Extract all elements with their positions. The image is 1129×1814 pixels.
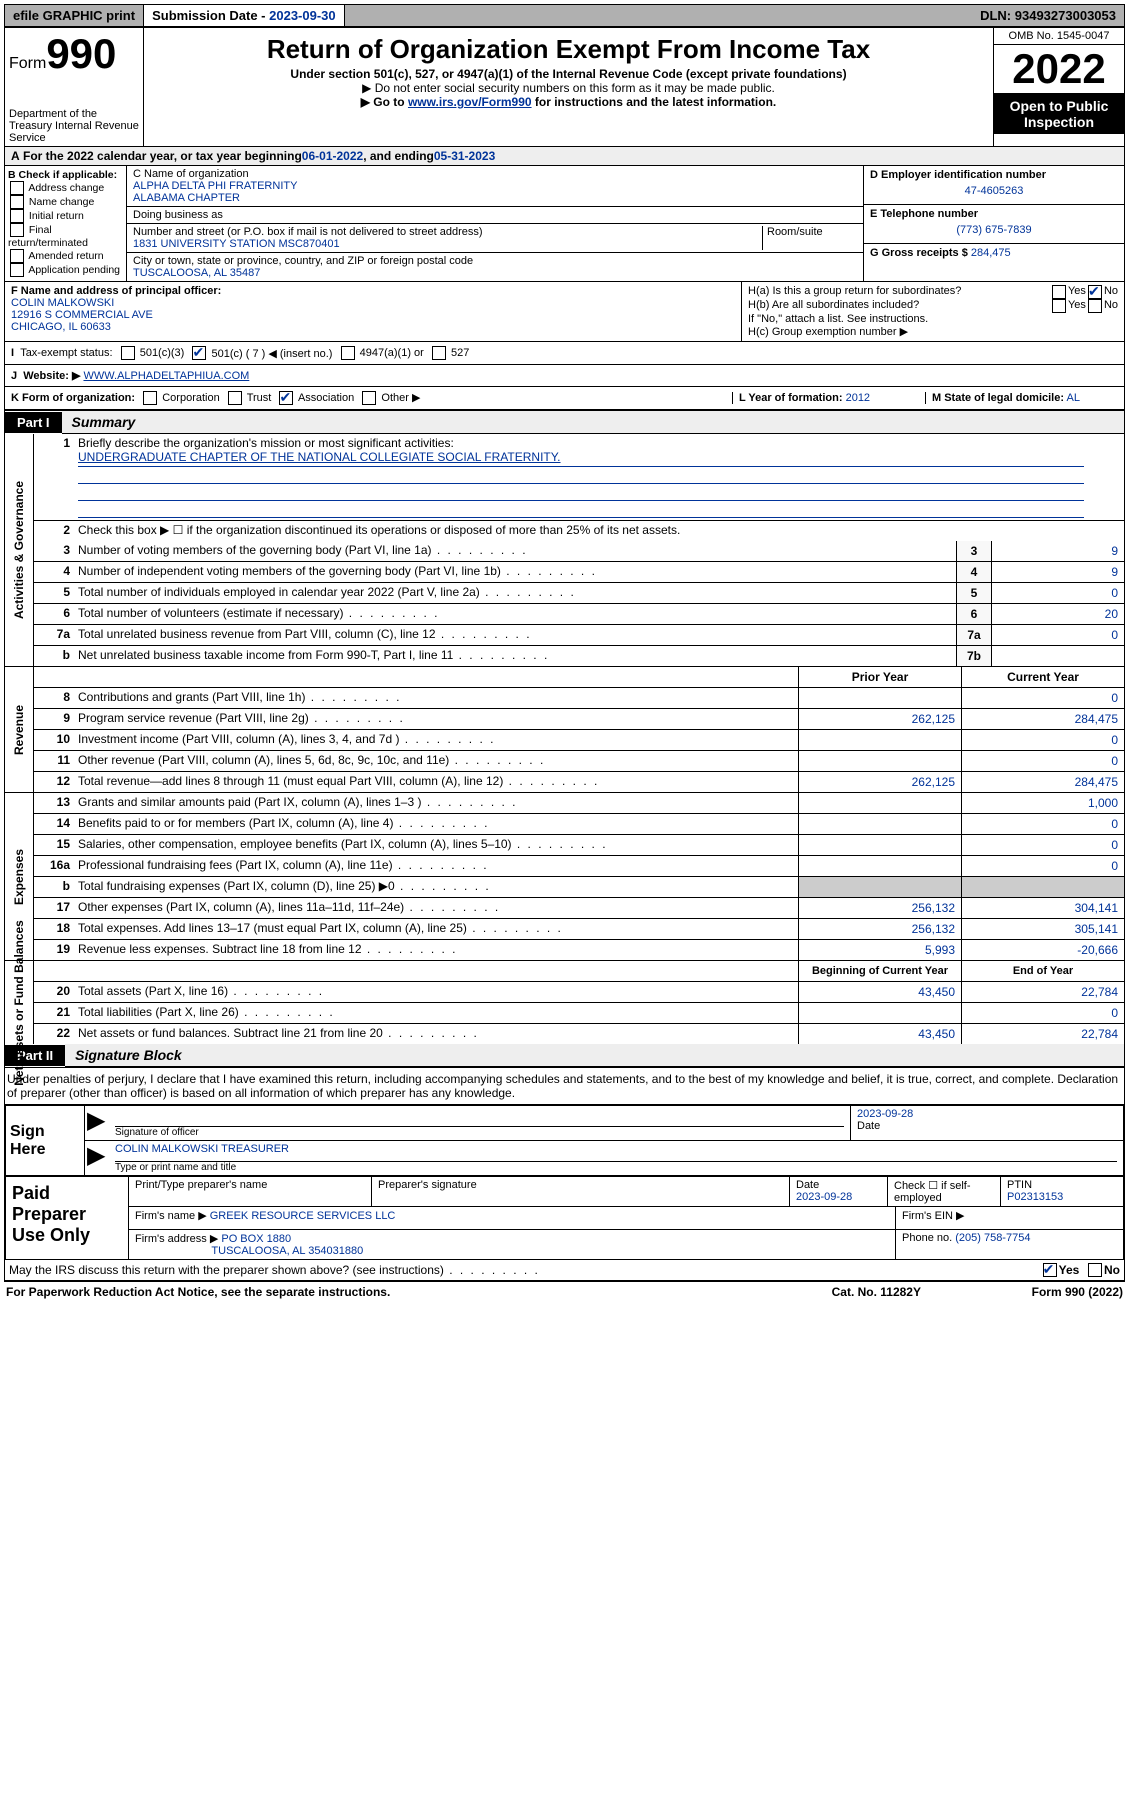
declaration-text: Under penalties of perjury, I declare th… <box>5 1067 1124 1104</box>
chk-trust[interactable] <box>228 391 242 405</box>
part-1-header: Part I Summary <box>5 411 1124 434</box>
netassets-section: Net Assets or Fund Balances Beginning of… <box>5 961 1124 1044</box>
tax-year: 2022 <box>994 45 1124 94</box>
note-link: ▶ Go to www.irs.gov/Form990 for instruct… <box>148 95 989 109</box>
line-11: 11Other revenue (Part VIII, column (A), … <box>34 750 1124 771</box>
row-i: I Tax-exempt status: 501(c)(3) 501(c) ( … <box>5 342 1124 365</box>
line-5: 5Total number of individuals employed in… <box>34 582 1124 603</box>
chk-address-change[interactable] <box>10 181 24 195</box>
box-h: H(a) Is this a group return for subordin… <box>742 282 1124 341</box>
section-fh: F Name and address of principal officer:… <box>5 282 1124 342</box>
chk-name-change[interactable] <box>10 195 24 209</box>
line-20: 20Total assets (Part X, line 16)43,45022… <box>34 981 1124 1002</box>
paid-preparer-block: Paid Preparer Use Only Print/Type prepar… <box>5 1176 1124 1260</box>
revenue-section: Revenue Prior Year Current Year 8Contrib… <box>5 667 1124 793</box>
chk-hb-yes[interactable] <box>1052 299 1066 313</box>
chk-discuss-yes[interactable] <box>1043 1263 1057 1277</box>
efile-label[interactable]: efile GRAPHIC print <box>5 5 144 26</box>
chk-hb-no[interactable] <box>1088 299 1102 313</box>
line-18: 18Total expenses. Add lines 13–17 (must … <box>34 918 1124 939</box>
form-header: Form990 Department of the Treasury Inter… <box>5 28 1124 147</box>
chk-501c3[interactable] <box>121 346 135 360</box>
chk-ha-yes[interactable] <box>1052 285 1066 299</box>
line-6: 6Total number of volunteers (estimate if… <box>34 603 1124 624</box>
irs-discuss-q: May the IRS discuss this return with the… <box>5 1260 1124 1281</box>
chk-501c[interactable] <box>192 346 206 360</box>
row-j: J Website: ▶ WWW.ALPHADELTAPHIUA.COM <box>5 365 1124 387</box>
form-number: Form990 <box>9 30 139 78</box>
revenue-tab: Revenue <box>12 705 26 755</box>
line-7a: 7aTotal unrelated business revenue from … <box>34 624 1124 645</box>
line-12: 12Total revenue—add lines 8 through 11 (… <box>34 771 1124 792</box>
section-bcdeg: B Check if applicable: Address change Na… <box>5 166 1124 282</box>
line-3: 3Number of voting members of the governi… <box>34 541 1124 561</box>
line-7b: bNet unrelated business taxable income f… <box>34 645 1124 666</box>
open-to-public: Open to Public Inspection <box>994 94 1124 134</box>
toolbar: efile GRAPHIC print Submission Date - 20… <box>4 4 1125 27</box>
line-19: 19Revenue less expenses. Subtract line 1… <box>34 939 1124 960</box>
line-14: 14Benefits paid to or for members (Part … <box>34 813 1124 834</box>
irs-dept: Department of the Treasury Internal Reve… <box>9 108 139 144</box>
form-990: Form990 Department of the Treasury Inter… <box>4 27 1125 1282</box>
chk-discuss-no[interactable] <box>1088 1263 1102 1277</box>
line-9: 9Program service revenue (Part VIII, lin… <box>34 708 1124 729</box>
line-17: 17Other expenses (Part IX, column (A), l… <box>34 897 1124 918</box>
row-klm: K Form of organization: Corporation Trus… <box>5 387 1124 411</box>
line-21: 21Total liabilities (Part X, line 26)0 <box>34 1002 1124 1023</box>
box-c: C Name of organizationALPHA DELTA PHI FR… <box>127 166 863 281</box>
expenses-section: Expenses 13Grants and similar amounts pa… <box>5 793 1124 961</box>
line-b: bTotal fundraising expenses (Part IX, co… <box>34 876 1124 897</box>
line-13: 13Grants and similar amounts paid (Part … <box>34 793 1124 813</box>
governance-section: Activities & Governance 1 Briefly descri… <box>5 434 1124 667</box>
line-8: 8Contributions and grants (Part VIII, li… <box>34 687 1124 708</box>
chk-final-return[interactable] <box>10 223 24 237</box>
chk-amended[interactable] <box>10 249 24 263</box>
line-10: 10Investment income (Part VIII, column (… <box>34 729 1124 750</box>
submission-date: Submission Date - 2023-09-30 <box>144 5 345 26</box>
form-title: Return of Organization Exempt From Incom… <box>148 34 989 65</box>
dln: DLN: 93493273003053 <box>972 5 1124 26</box>
mission-text: UNDERGRADUATE CHAPTER OF THE NATIONAL CO… <box>78 450 1084 467</box>
line-15: 15Salaries, other compensation, employee… <box>34 834 1124 855</box>
chk-4947[interactable] <box>341 346 355 360</box>
chk-ha-no[interactable] <box>1088 285 1102 299</box>
chk-assoc[interactable] <box>279 391 293 405</box>
line-16a: 16aProfessional fundraising fees (Part I… <box>34 855 1124 876</box>
chk-other[interactable] <box>362 391 376 405</box>
chk-527[interactable] <box>432 346 446 360</box>
chk-corp[interactable] <box>143 391 157 405</box>
irs-link[interactable]: www.irs.gov/Form990 <box>408 95 532 109</box>
box-f: F Name and address of principal officer:… <box>5 282 742 341</box>
governance-tab: Activities & Governance <box>12 481 26 619</box>
line-a: A For the 2022 calendar year, or tax yea… <box>5 147 1124 166</box>
box-b: B Check if applicable: Address change Na… <box>5 166 127 281</box>
footer-line: For Paperwork Reduction Act Notice, see … <box>4 1282 1125 1302</box>
part-2-header: Part II Signature Block <box>5 1044 1124 1067</box>
sign-here-block: Sign Here ▶ Signature of officer 2023-09… <box>5 1104 1124 1176</box>
line-4: 4Number of independent voting members of… <box>34 561 1124 582</box>
form-subtitle: Under section 501(c), 527, or 4947(a)(1)… <box>148 67 989 81</box>
website-link[interactable]: WWW.ALPHADELTAPHIUA.COM <box>83 370 249 382</box>
line-22: 22Net assets or fund balances. Subtract … <box>34 1023 1124 1044</box>
expenses-tab: Expenses <box>12 849 26 905</box>
box-deg: D Employer identification number47-46052… <box>863 166 1124 281</box>
chk-app-pending[interactable] <box>10 263 24 277</box>
netassets-tab: Net Assets or Fund Balances <box>12 920 26 1086</box>
omb-number: OMB No. 1545-0047 <box>994 28 1124 45</box>
chk-initial-return[interactable] <box>10 209 24 223</box>
note-ssn: ▶ Do not enter social security numbers o… <box>148 81 989 95</box>
